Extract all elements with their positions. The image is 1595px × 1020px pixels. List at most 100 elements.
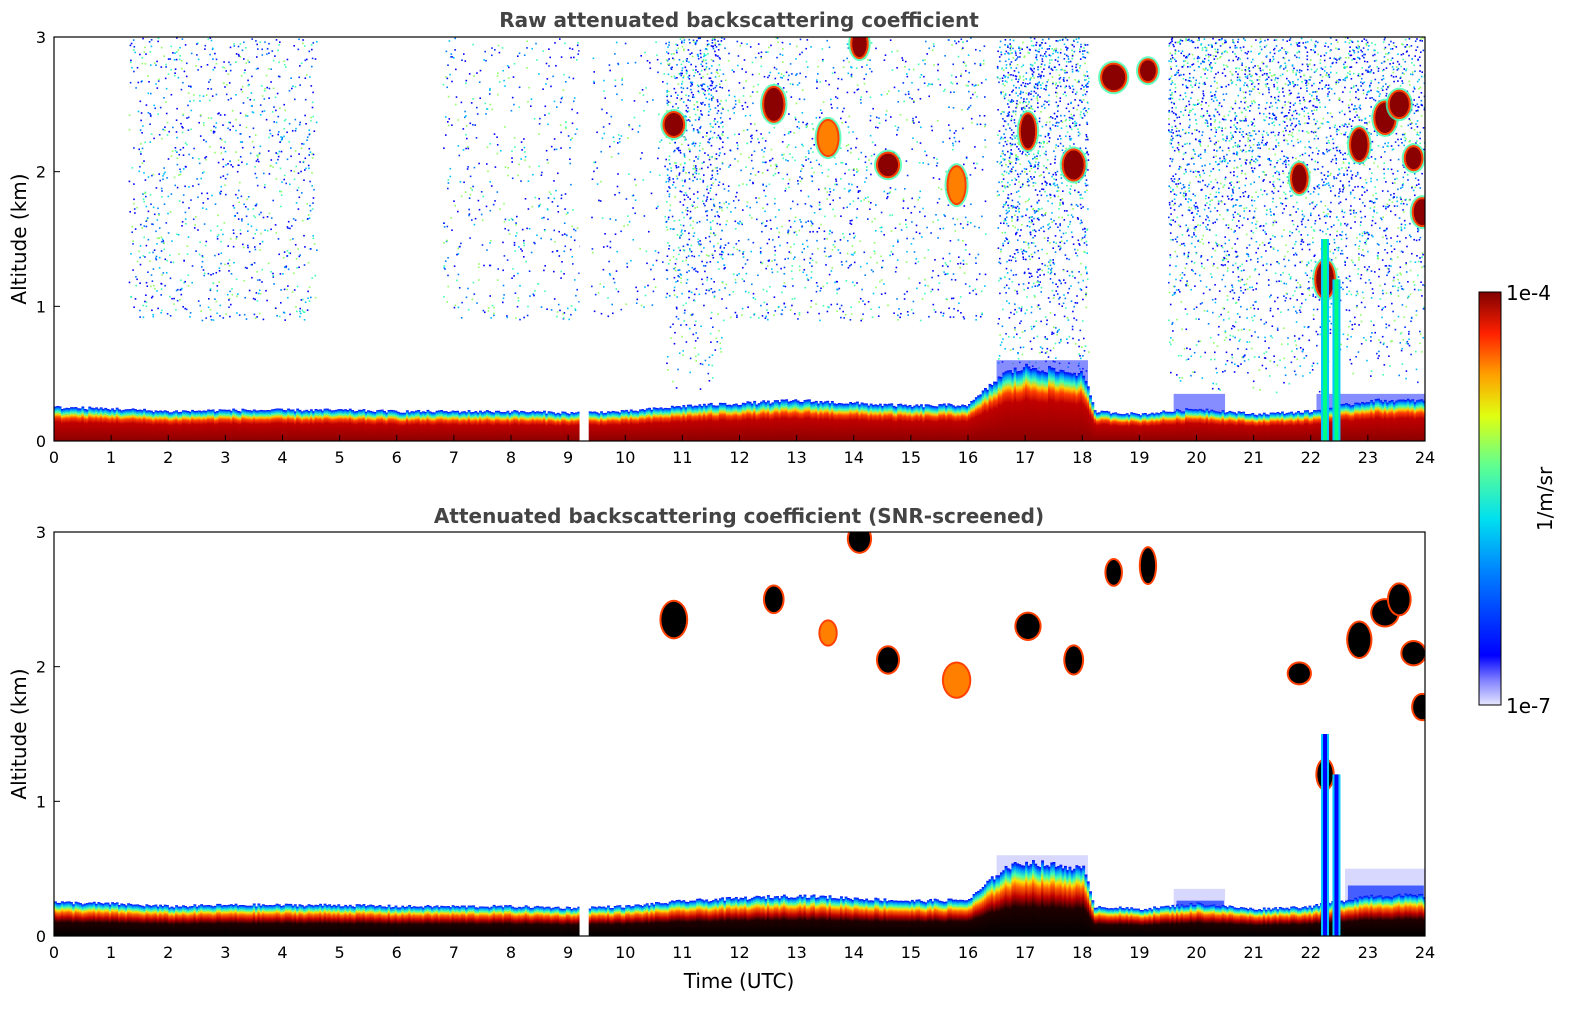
noise-speckle: [1057, 56, 1060, 59]
noise-speckle: [1010, 144, 1013, 146]
noise-speckle: [212, 47, 214, 50]
noise-speckle: [248, 250, 251, 253]
noise-speckle: [868, 159, 870, 161]
noise-speckle: [257, 279, 259, 281]
noise-speckle: [714, 167, 717, 169]
noise-speckle: [294, 130, 297, 132]
noise-speckle: [296, 189, 299, 192]
noise-speckle: [768, 238, 770, 241]
noise-speckle: [574, 308, 577, 310]
noise-speckle: [486, 163, 488, 165]
noise-speckle: [298, 266, 300, 269]
noise-speckle: [719, 138, 722, 140]
noise-speckle: [198, 253, 201, 256]
noise-speckle: [576, 128, 578, 130]
noise-speckle: [770, 44, 772, 47]
noise-speckle: [795, 102, 798, 105]
noise-speckle: [930, 125, 933, 128]
noise-speckle: [281, 181, 283, 183]
noise-speckle: [1068, 135, 1071, 138]
noise-speckle: [1025, 78, 1027, 80]
noise-speckle: [280, 190, 283, 193]
noise-speckle: [997, 109, 999, 111]
noise-speckle: [717, 214, 719, 217]
noise-speckle: [826, 39, 828, 42]
noise-speckle: [263, 110, 266, 112]
noise-speckle: [666, 89, 668, 92]
noise-speckle: [1028, 216, 1031, 219]
noise-speckle: [996, 161, 999, 163]
noise-speckle: [268, 68, 270, 70]
noise-speckle: [897, 239, 899, 242]
noise-speckle: [952, 316, 955, 318]
noise-speckle: [782, 61, 784, 63]
noise-speckle: [848, 189, 850, 192]
noise-speckle: [1025, 168, 1028, 170]
noise-speckle: [879, 227, 882, 229]
noise-speckle: [968, 253, 971, 256]
noise-speckle: [1007, 150, 1009, 153]
noise-speckle: [912, 237, 915, 240]
noise-speckle: [979, 50, 981, 52]
noise-speckle: [1000, 277, 1002, 280]
noise-speckle: [208, 298, 210, 300]
noise-speckle: [1002, 190, 1005, 193]
noise-speckle: [1067, 214, 1069, 217]
noise-speckle: [481, 219, 484, 222]
noise-speckle: [669, 101, 671, 104]
noise-speckle: [711, 176, 714, 179]
noise-speckle: [1051, 202, 1053, 205]
noise-speckle: [825, 264, 827, 266]
noise-speckle: [1025, 86, 1027, 88]
noise-speckle: [299, 307, 301, 310]
noise-speckle: [742, 209, 744, 211]
noise-speckle: [663, 73, 666, 75]
noise-speckle: [225, 313, 227, 315]
noise-speckle: [710, 184, 713, 186]
noise-speckle: [467, 147, 470, 150]
noise-speckle: [693, 75, 695, 77]
noise-speckle: [728, 89, 730, 92]
noise-speckle: [1083, 50, 1086, 52]
noise-speckle: [524, 198, 527, 200]
noise-speckle: [514, 292, 517, 294]
noise-speckle: [289, 227, 291, 230]
noise-speckle: [677, 94, 679, 96]
noise-speckle: [556, 311, 559, 313]
noise-speckle: [1066, 342, 1069, 344]
noise-speckle: [1053, 48, 1056, 51]
noise-speckle: [681, 83, 683, 85]
noise-speckle: [1008, 74, 1010, 76]
noise-speckle: [504, 85, 506, 87]
noise-speckle: [712, 60, 715, 62]
noise-speckle: [1064, 91, 1066, 94]
noise-speckle: [977, 253, 980, 256]
noise-speckle: [177, 49, 180, 51]
noise-speckle: [742, 95, 745, 97]
noise-speckle: [771, 268, 773, 270]
noise-speckle: [817, 247, 819, 250]
noise-speckle: [520, 248, 522, 250]
noise-speckle: [1047, 228, 1050, 230]
noise-speckle: [223, 61, 225, 63]
noise-speckle: [1030, 93, 1032, 95]
noise-speckle: [944, 273, 947, 276]
noise-speckle: [907, 314, 909, 316]
noise-speckle: [1006, 139, 1009, 142]
noise-speckle: [974, 146, 976, 148]
noise-speckle: [810, 306, 812, 308]
noise-speckle: [824, 215, 826, 218]
noise-speckle: [845, 145, 848, 147]
noise-speckle: [719, 223, 721, 226]
noise-speckle: [142, 198, 145, 200]
noise-speckle: [952, 142, 954, 145]
noise-speckle: [1046, 159, 1049, 161]
noise-speckle: [620, 308, 623, 311]
noise-speckle: [721, 336, 723, 339]
noise-speckle: [215, 300, 218, 303]
noise-speckle: [1034, 235, 1036, 237]
noise-speckle: [169, 277, 172, 280]
noise-speckle: [786, 146, 788, 148]
noise-speckle: [1022, 106, 1025, 109]
noise-speckle: [916, 141, 918, 143]
